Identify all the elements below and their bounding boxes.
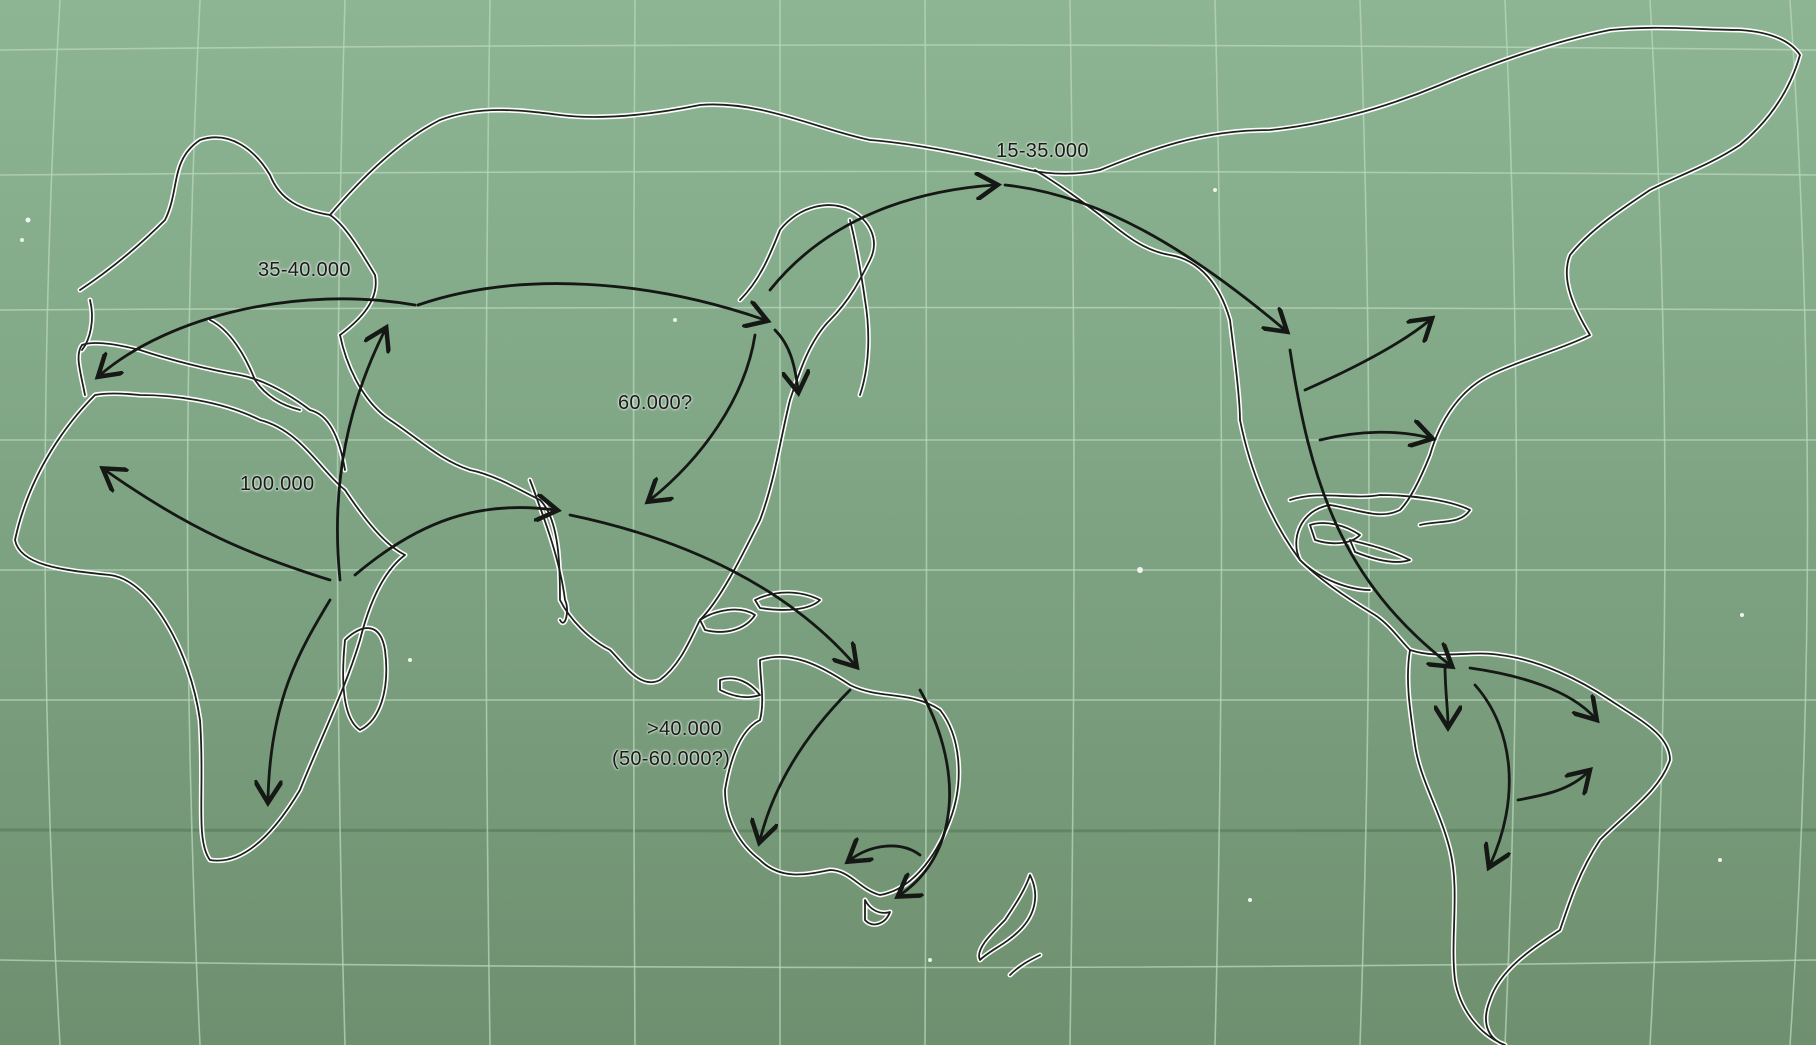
longitude-line	[924, 0, 928, 1045]
coastlines	[12, 25, 1803, 1045]
longitude-line	[485, 0, 491, 1045]
coastline-ink	[14, 26, 1801, 1045]
route-africa-south	[268, 598, 332, 800]
route-australia-east	[900, 688, 951, 895]
route-south-america-east	[1468, 666, 1595, 718]
longitude-line	[44, 0, 61, 1045]
longitude-line	[1504, 0, 1518, 1045]
route-south-america-west	[1445, 663, 1448, 725]
route-to-southeast-asia	[650, 333, 757, 500]
label-east-asia: 60.000?	[618, 392, 693, 414]
route-australia-west	[760, 688, 852, 840]
label-europe: 35-40.000	[258, 259, 351, 281]
route-south-america-south	[1473, 683, 1509, 865]
label-australia-2: (50-60.000?)	[612, 748, 731, 770]
longitude-line	[1214, 0, 1223, 1045]
route-europe-west	[100, 297, 417, 375]
label-australia-1: >40.000	[647, 718, 722, 740]
label-africa: 100.000	[240, 473, 315, 495]
latitude-line	[0, 306, 1816, 311]
longitude-line	[632, 0, 636, 1045]
background-specks	[20, 188, 1744, 962]
route-asia-beringia	[768, 185, 995, 292]
latitude-line	[0, 828, 1816, 833]
route-brazil-coast	[1516, 772, 1588, 802]
longitude-line	[1649, 0, 1666, 1045]
route-africa-west	[105, 470, 332, 582]
route-europe-central-asia	[416, 282, 765, 320]
route-north-america-east-1	[1303, 320, 1430, 392]
route-to-east-asia	[773, 328, 798, 390]
latitude-line	[0, 170, 1816, 176]
route-south-asia-australia	[568, 513, 855, 665]
longitude-line	[1789, 0, 1809, 1045]
coastline-halo	[12, 25, 1803, 1045]
latitude-line	[0, 959, 1816, 969]
label-beringia: 15-35.000	[996, 140, 1089, 162]
route-africa-north	[336, 330, 385, 582]
route-north-america-east-2	[1318, 432, 1430, 440]
route-out-of-africa-east	[353, 508, 555, 577]
longitude-line	[1069, 0, 1075, 1045]
longitude-line	[1359, 0, 1370, 1045]
route-australia-south	[850, 846, 922, 860]
route-to-south-america	[1288, 348, 1450, 665]
route-north-america-down	[1003, 183, 1285, 330]
migration-routes	[100, 185, 1595, 895]
